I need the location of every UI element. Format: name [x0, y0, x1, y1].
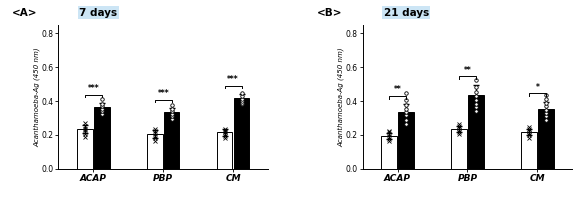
Y-axis label: Acanthamoeba-Ag (450 nm): Acanthamoeba-Ag (450 nm)	[33, 47, 40, 147]
Bar	[147, 134, 162, 169]
Text: ***: ***	[227, 75, 239, 84]
Bar	[451, 129, 467, 169]
Bar	[381, 136, 397, 169]
Bar	[94, 107, 110, 169]
Text: <A>: <A>	[12, 7, 38, 18]
Text: *: *	[536, 83, 539, 92]
Text: **: **	[394, 85, 401, 94]
Bar	[468, 95, 484, 169]
Y-axis label: Acanthamoeba-Ag (450 nm): Acanthamoeba-Ag (450 nm)	[338, 47, 344, 147]
Bar	[538, 109, 554, 169]
Bar	[234, 98, 249, 169]
Bar	[77, 129, 93, 169]
Bar	[521, 132, 537, 169]
Bar	[164, 112, 179, 169]
Text: ***: ***	[88, 84, 99, 93]
Bar	[217, 132, 232, 169]
Text: <B>: <B>	[317, 7, 342, 18]
Text: ***: ***	[158, 89, 169, 98]
Text: 21 days: 21 days	[384, 7, 429, 18]
Text: **: **	[464, 66, 471, 75]
Text: 7 days: 7 days	[79, 7, 117, 18]
Bar	[398, 112, 413, 169]
